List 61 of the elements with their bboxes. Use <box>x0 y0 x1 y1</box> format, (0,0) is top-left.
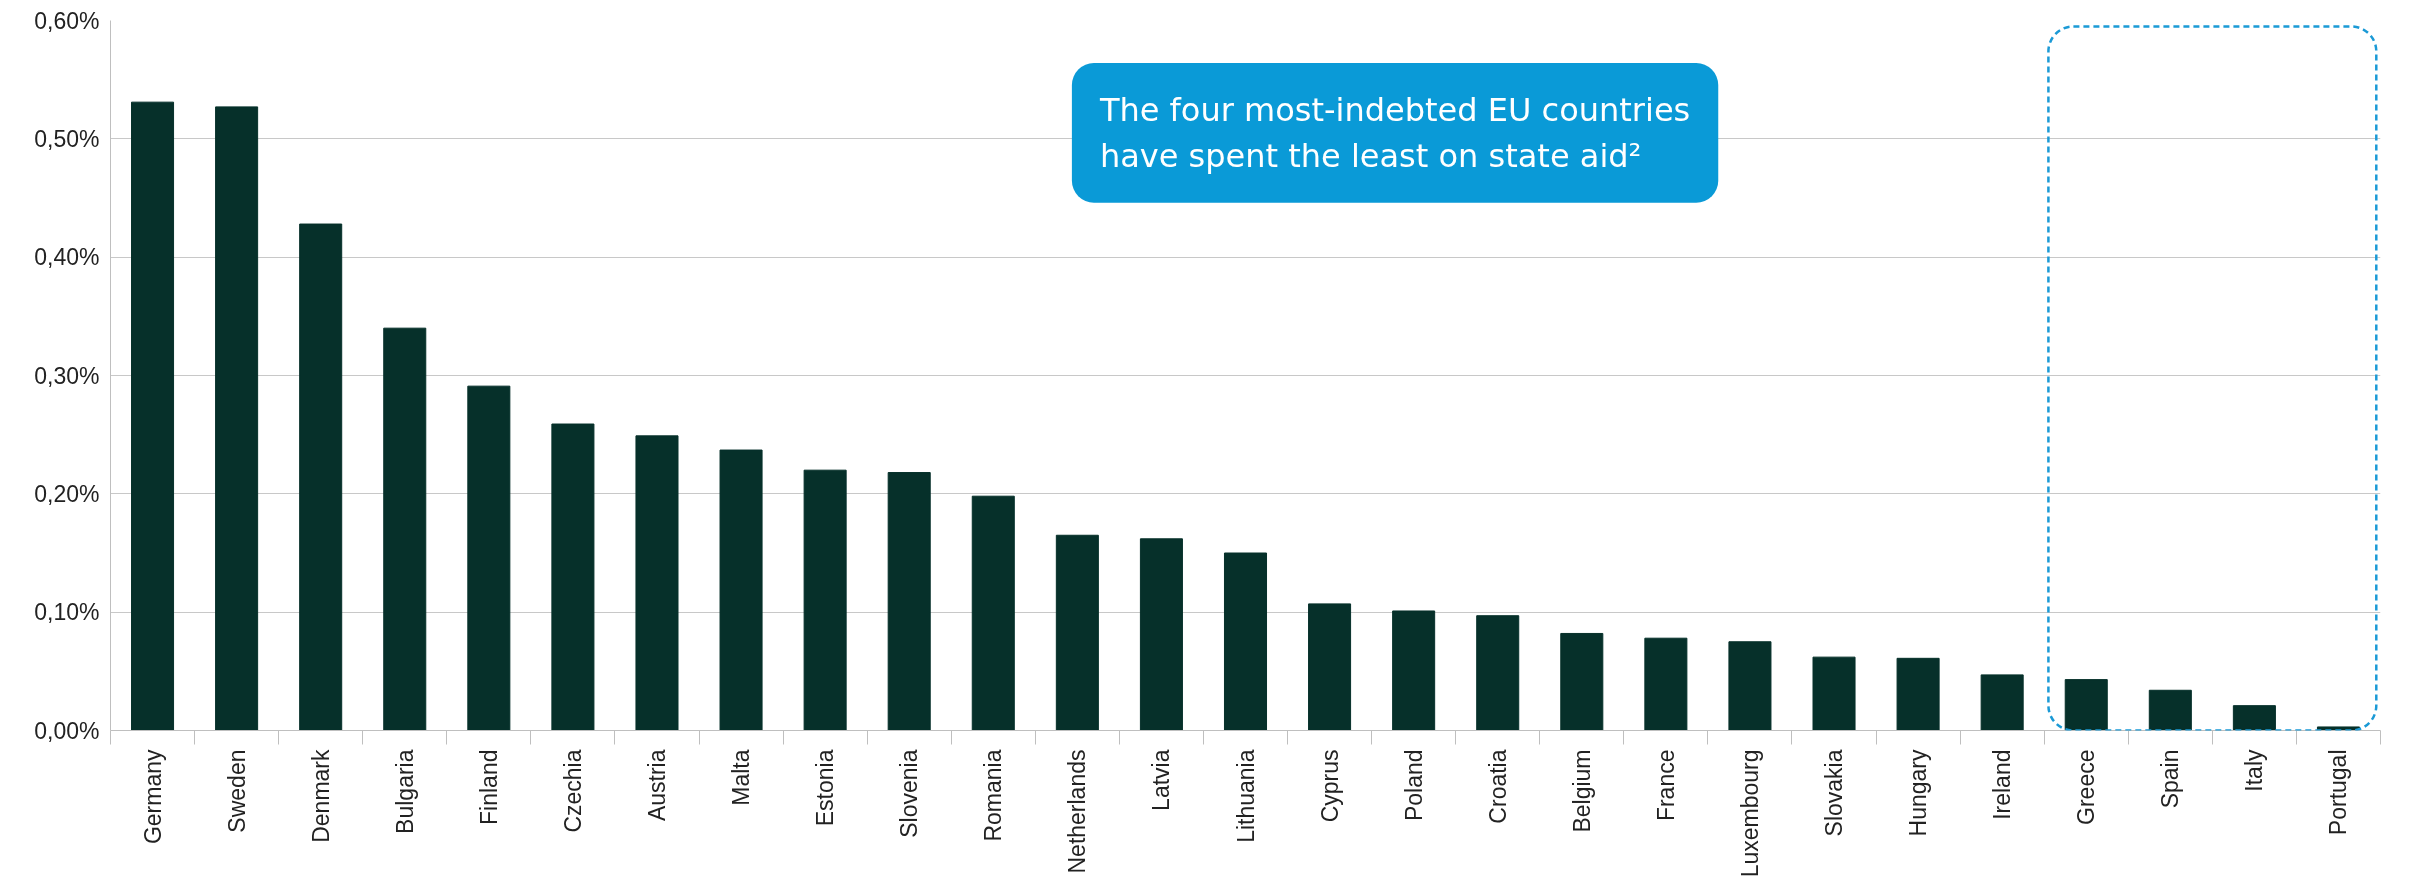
x-tick-label: Portugal <box>2325 749 2352 836</box>
bar <box>467 385 511 731</box>
x-tick-label: Spain <box>2157 749 2184 809</box>
x-tick-label: Romania <box>980 749 1007 842</box>
bar <box>2148 689 2192 731</box>
y-tick-label: 0,20% <box>34 480 100 507</box>
bar <box>131 101 175 731</box>
x-tick-label: Poland <box>1400 749 1427 822</box>
x-tick-label: Ireland <box>1989 749 2016 820</box>
x-tick-label: Finland <box>475 749 502 825</box>
x-tick-label: Luxembourg <box>1736 749 1763 878</box>
bar <box>215 106 259 731</box>
bar <box>803 469 847 731</box>
bar <box>1392 610 1436 731</box>
x-tick-label: Belgium <box>1568 749 1595 833</box>
bar <box>1055 534 1099 731</box>
x-tick-label: Netherlands <box>1064 749 1091 874</box>
x-tick-label: Latvia <box>1148 749 1175 811</box>
bar <box>971 495 1015 731</box>
x-tick-label: Denmark <box>307 749 334 843</box>
x-tick-label: Bulgaria <box>391 749 418 834</box>
y-tick-label: 0,10% <box>34 599 100 626</box>
x-tick-label: Slovakia <box>1821 749 1848 837</box>
x-tick-label: Austria <box>643 749 670 822</box>
x-tick-label: Hungary <box>1905 749 1932 837</box>
bar <box>719 449 763 731</box>
x-tick-label: Slovenia <box>896 749 923 838</box>
bar <box>1308 603 1352 731</box>
y-tick-label: 0,00% <box>34 717 100 744</box>
bar <box>383 327 427 731</box>
y-tick-label: 0,30% <box>34 362 100 389</box>
bar <box>635 435 679 731</box>
x-tick-label: Greece <box>2073 749 2100 825</box>
bar <box>1644 637 1688 731</box>
y-tick-label: 0,50% <box>34 125 100 152</box>
bar <box>2232 705 2276 731</box>
bar <box>1896 657 1940 731</box>
x-tick-label: Czechia <box>559 749 586 833</box>
x-tick-label: Estonia <box>812 749 839 827</box>
bar <box>1223 552 1268 731</box>
x-tick-label: Lithuania <box>1232 749 1259 843</box>
bar <box>1476 615 1520 731</box>
bar <box>1139 538 1183 731</box>
bar <box>551 423 595 731</box>
x-tick-label: Malta <box>728 749 755 806</box>
x-tick-label: Cyprus <box>1316 749 1343 823</box>
x-tick-label: Germany <box>139 749 166 845</box>
bar <box>299 223 343 731</box>
bar <box>1980 674 2024 731</box>
x-tick-label: Sweden <box>223 749 250 833</box>
bar <box>887 472 931 731</box>
x-tick-label: Italy <box>2241 749 2268 792</box>
annotation: The four most-indebted EU countries have spent the least on state aid² <box>1098 91 1691 175</box>
x-tick-label: Croatia <box>1484 749 1511 824</box>
y-tick-label: 0,40% <box>34 244 100 271</box>
bar <box>2064 679 2108 731</box>
bar <box>1728 641 1772 731</box>
x-tick-label: France <box>1652 749 1679 822</box>
y-tick-label: 0,60% <box>34 7 100 34</box>
bar <box>1560 632 1604 731</box>
bar <box>1812 656 1856 731</box>
